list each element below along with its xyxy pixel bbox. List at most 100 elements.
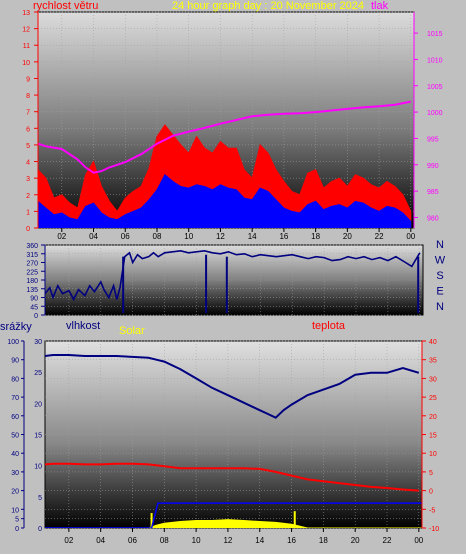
y-tick-label: 0	[38, 526, 42, 533]
y-tick-label: 0	[26, 226, 30, 233]
humidity-temperature-x-axis: 02 04 06 08 10 12 14 16 18 20 22 00	[64, 528, 424, 545]
humidity-temperature-grid	[45, 340, 422, 529]
y-tick-label: 40	[429, 339, 437, 346]
x-tick-label: 08	[160, 536, 169, 545]
y-tick-label: 985	[427, 189, 439, 196]
y-tick-label: 5	[429, 470, 433, 477]
y-tick-label: 990	[427, 163, 439, 170]
y-tick-label: 35	[429, 358, 437, 365]
x-tick-label: 14	[248, 232, 257, 241]
y-tick-label: -10	[429, 526, 439, 533]
y-tick-label: 1010	[427, 57, 443, 64]
y-tick-label: 8	[26, 93, 30, 100]
y-tick-label: 9	[26, 76, 30, 83]
x-tick-label: 22	[375, 232, 384, 241]
y-tick-label: 25	[429, 395, 437, 402]
y-tick-label: 980	[427, 215, 439, 222]
y-tick-label: 225	[26, 269, 38, 276]
wind-average-series	[38, 174, 412, 228]
y-tick-label: 10	[22, 60, 30, 67]
y-tick-label: 0	[429, 489, 433, 496]
compass-letter: N	[436, 301, 444, 313]
y-tick-label: 0	[34, 313, 38, 320]
y-tick-label: 995	[427, 136, 439, 143]
y-tick-label: 1	[26, 209, 30, 216]
x-tick-label: 10	[192, 536, 201, 545]
x-tick-label: 18	[319, 536, 328, 545]
y-tick-label: 30	[429, 376, 437, 383]
y-tick-label: 315	[26, 252, 38, 259]
x-tick-label: 18	[311, 232, 320, 241]
y-tick-label: 25	[34, 370, 42, 377]
y-tick-label: 360	[26, 243, 38, 250]
y-tick-label: 0	[15, 526, 19, 533]
x-tick-label: 14	[255, 536, 264, 545]
y-tick-label: 45	[30, 304, 38, 311]
compass-letter: S	[436, 270, 443, 282]
y-tick-label: 4	[26, 160, 30, 167]
y-tick-label: 40	[11, 451, 19, 458]
x-tick-label: 20	[351, 536, 360, 545]
y-tick-label: 20	[34, 401, 42, 408]
x-tick-label: 12	[216, 232, 225, 241]
compass-letter: W	[435, 255, 446, 267]
y-tick-label: 135	[26, 287, 38, 294]
y-tick-label: 3	[26, 176, 30, 183]
x-tick-label: 06	[121, 232, 130, 241]
y-tick-label: 15	[34, 433, 42, 440]
pressure-label: tlak	[371, 0, 389, 12]
y-tick-label: 90	[11, 358, 19, 365]
pressure-axis: 980 985 990 995 1000 1005 1010 1015	[413, 12, 443, 228]
temperature-series	[45, 462, 419, 492]
rain-series	[45, 502, 422, 528]
y-tick-label: 10	[34, 464, 42, 471]
y-tick-label: 5	[15, 517, 19, 524]
x-tick-label: 02	[57, 232, 66, 241]
wind-direction-series	[45, 249, 421, 302]
y-tick-label: 6	[26, 126, 30, 133]
solar-label: Solar	[119, 325, 145, 337]
x-tick-label: 12	[223, 536, 232, 545]
y-tick-label: -5	[429, 507, 435, 514]
y-tick-label: 7	[26, 110, 30, 117]
y-tick-label: 30	[11, 470, 19, 477]
y-tick-label: 2	[26, 193, 30, 200]
temperature-label: teplota	[312, 320, 346, 332]
inner-axis: 0 5 10 15 20 25 30	[34, 339, 42, 533]
x-tick-label: 00	[414, 536, 423, 545]
y-tick-label: 90	[30, 296, 38, 303]
x-tick-label: 16	[287, 536, 296, 545]
x-tick-label: 20	[343, 232, 352, 241]
x-tick-label: 06	[128, 536, 137, 545]
y-tick-label: 100	[7, 339, 19, 346]
y-tick-label: 30	[34, 339, 42, 346]
wind-pressure-x-axis: 02 04 06 08 10 12 14 16 18 20 22 00	[57, 228, 416, 241]
y-tick-label: 1015	[427, 31, 443, 38]
humidity-label: vlhkost	[66, 320, 100, 332]
x-tick-label: 04	[89, 232, 98, 241]
compass-letter: N	[436, 239, 444, 251]
x-tick-label: 22	[383, 536, 392, 545]
y-tick-label: 20	[11, 489, 19, 496]
y-tick-label: 11	[23, 43, 30, 50]
x-tick-label: 04	[96, 536, 105, 545]
x-tick-label: 02	[64, 536, 73, 545]
y-tick-label: 50	[11, 433, 19, 440]
humidity-series	[45, 354, 420, 419]
compass-letter: E	[436, 286, 443, 298]
humidity-rain-axis: 0 5 10 20 30 40 50 60 70 80 90 100	[7, 339, 25, 533]
x-tick-label: 08	[153, 232, 162, 241]
y-tick-label: 15	[429, 433, 437, 440]
humidity-temperature-plot-area	[44, 340, 423, 529]
y-tick-label: 10	[11, 507, 19, 514]
y-tick-label: 13	[22, 10, 30, 17]
chart-title: 24 hour graph day : 20 November 2024	[172, 0, 364, 12]
y-tick-label: 5	[26, 143, 30, 150]
y-tick-label: 60	[11, 414, 19, 421]
